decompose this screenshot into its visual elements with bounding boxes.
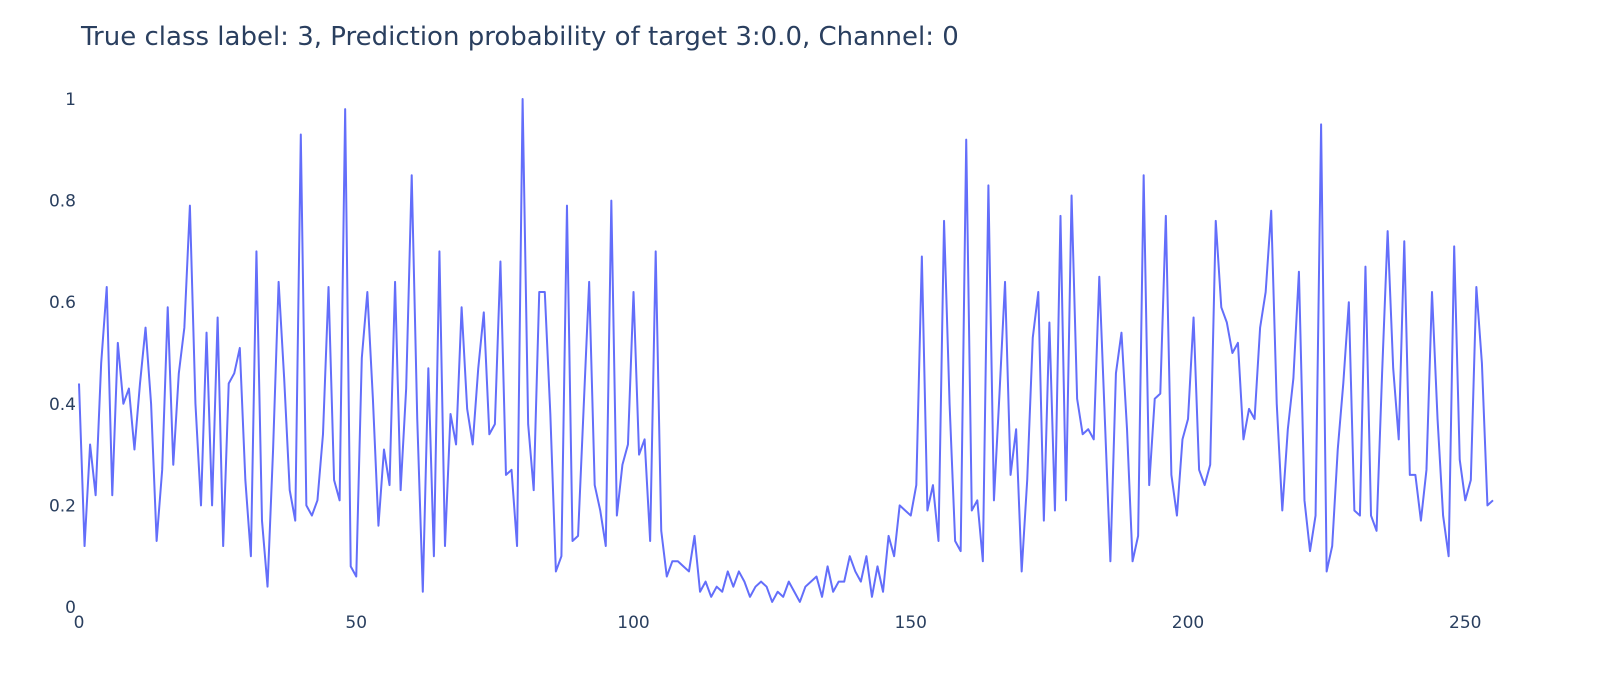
x-tick-label: 100 [617,613,649,633]
y-tick-label: 0.2 [49,496,76,516]
x-axis-tick-labels: 0 50 100 150 200 250 [74,613,1482,633]
x-tick-label: 250 [1449,613,1481,633]
x-tick-label: 200 [1172,613,1204,633]
y-tick-label: 0.6 [49,293,76,313]
x-tick-label: 150 [895,613,927,633]
y-tick-label: 0 [65,598,76,618]
x-tick-label: 0 [74,613,85,633]
y-tick-label: 1 [65,90,76,110]
series-line [78,98,1494,603]
x-tick-label: 50 [345,613,367,633]
y-axis-tick-labels: 0 0.2 0.4 0.6 0.8 1 [49,90,76,618]
y-tick-label: 0.8 [49,192,76,212]
chart-title: True class label: 3, Prediction probabil… [81,22,959,52]
y-tick-label: 0.4 [49,395,76,415]
